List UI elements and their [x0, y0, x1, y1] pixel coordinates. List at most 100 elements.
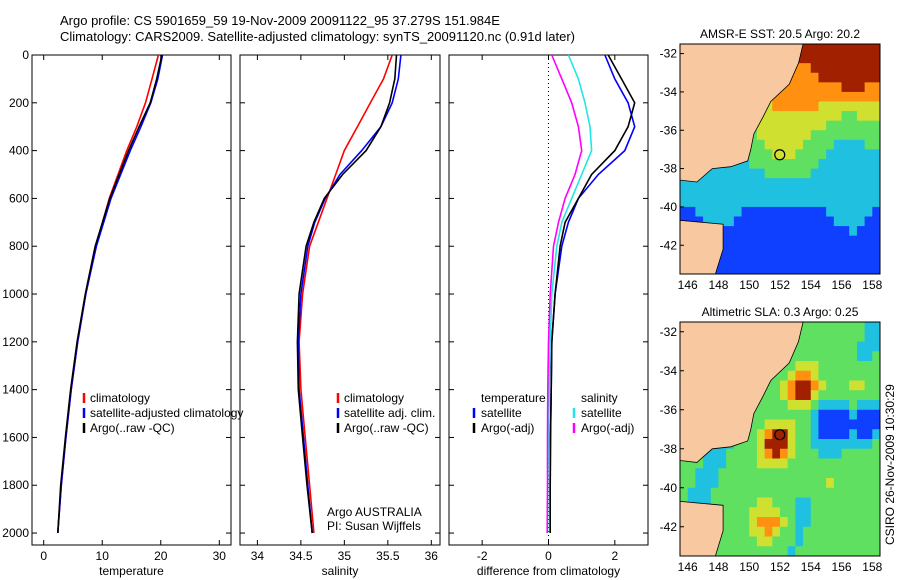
- field-cell: [864, 546, 873, 556]
- field-cell: [872, 487, 880, 499]
- field-cell: [756, 526, 766, 538]
- field-cell: [872, 101, 880, 112]
- legend-item: climatology: [90, 391, 150, 405]
- field-cell: [780, 235, 789, 246]
- field-cell: [772, 245, 781, 256]
- field-cell: [764, 226, 773, 237]
- field-cell: [787, 226, 796, 237]
- field-cell: [772, 187, 781, 198]
- field-cell: [803, 216, 812, 227]
- x-axis-label: temperature: [99, 564, 164, 578]
- field-cell: [680, 487, 689, 499]
- field-cell: [787, 526, 796, 538]
- field-cell: [749, 468, 758, 479]
- field-cell: [756, 409, 766, 421]
- field-cell: [733, 468, 743, 479]
- field-cell: [864, 370, 873, 382]
- field-cell: [833, 380, 843, 391]
- field-cell: [826, 390, 835, 401]
- x-tick-label: 34: [251, 549, 265, 563]
- field-cell: [810, 111, 820, 122]
- y-tick-label: 1400: [2, 383, 29, 397]
- field-cell: [764, 429, 773, 440]
- argo-position-marker: [774, 149, 786, 161]
- field-cell: [756, 419, 766, 430]
- x-tick-label: 2: [611, 549, 618, 563]
- field-cell: [810, 322, 820, 333]
- field-cell: [741, 546, 750, 556]
- field-cell: [772, 130, 781, 141]
- field-cell: [826, 546, 835, 556]
- field-cell: [849, 487, 858, 499]
- field-cell: [780, 91, 789, 103]
- field-cell: [795, 63, 804, 74]
- field-cell: [741, 216, 750, 227]
- field-cell: [849, 111, 858, 122]
- field-cell: [810, 341, 820, 352]
- field-cell: [826, 139, 835, 151]
- field-cell: [787, 91, 796, 103]
- field-cell: [787, 187, 796, 198]
- field-cell: [795, 468, 804, 479]
- field-cell: [833, 254, 843, 266]
- field-cell: [764, 400, 773, 411]
- field-cell: [833, 409, 843, 421]
- field-cell: [818, 63, 827, 74]
- map-y-tick-label: -40: [660, 200, 678, 214]
- field-cell: [810, 159, 820, 170]
- field-cell: [695, 487, 704, 499]
- map-x-tick-label: 146: [678, 560, 698, 574]
- field-cell: [810, 206, 820, 218]
- field-cell: [756, 497, 766, 508]
- field-cell: [826, 448, 835, 460]
- field-cell: [741, 497, 750, 508]
- field-cell: [864, 439, 873, 450]
- field-cell: [872, 322, 880, 333]
- field-cell: [810, 149, 820, 160]
- field-cell: [833, 82, 843, 93]
- field-cell: [764, 216, 773, 227]
- field-cell: [841, 264, 850, 274]
- field-cell: [810, 380, 820, 391]
- field-cell: [833, 546, 843, 556]
- field-cell: [849, 44, 858, 55]
- field-cell: [856, 380, 866, 391]
- field-cell: [741, 245, 750, 256]
- field-cell: [787, 546, 796, 556]
- panel-frame: [31, 54, 232, 546]
- field-cell: [872, 536, 880, 547]
- field-cell: [833, 458, 843, 469]
- field-cell: [818, 419, 827, 430]
- field-cell: [803, 168, 812, 179]
- figure-title-line1: Argo profile: CS 5901659_59 19-Nov-2009 …: [60, 13, 500, 28]
- field-cell: [849, 159, 858, 170]
- map-y-tick-label: -34: [660, 364, 678, 378]
- field-cell: [733, 197, 743, 208]
- field-cell: [864, 487, 873, 499]
- field-cell: [749, 149, 758, 160]
- field-cell: [787, 487, 796, 499]
- legend-item: satellite: [481, 406, 522, 420]
- field-cell: [749, 448, 758, 460]
- field-cell: [826, 264, 835, 274]
- field-cell: [872, 168, 880, 179]
- field-cell: [787, 517, 796, 528]
- land-mass: [680, 44, 804, 183]
- field-cell: [856, 409, 866, 421]
- x-tick-label: 10: [96, 549, 110, 563]
- field-cell: [841, 130, 850, 141]
- field-cell: [710, 478, 720, 489]
- field-cell: [795, 197, 804, 208]
- field-cell: [756, 120, 766, 131]
- field-cell: [826, 458, 835, 469]
- field-cell: [772, 458, 781, 469]
- field-cell: [856, 120, 866, 131]
- field-cell: [718, 536, 727, 547]
- field-cell: [810, 245, 820, 256]
- field-cell: [772, 216, 781, 227]
- field-cell: [818, 53, 827, 64]
- field-cell: [780, 197, 789, 208]
- field-cell: [795, 216, 804, 227]
